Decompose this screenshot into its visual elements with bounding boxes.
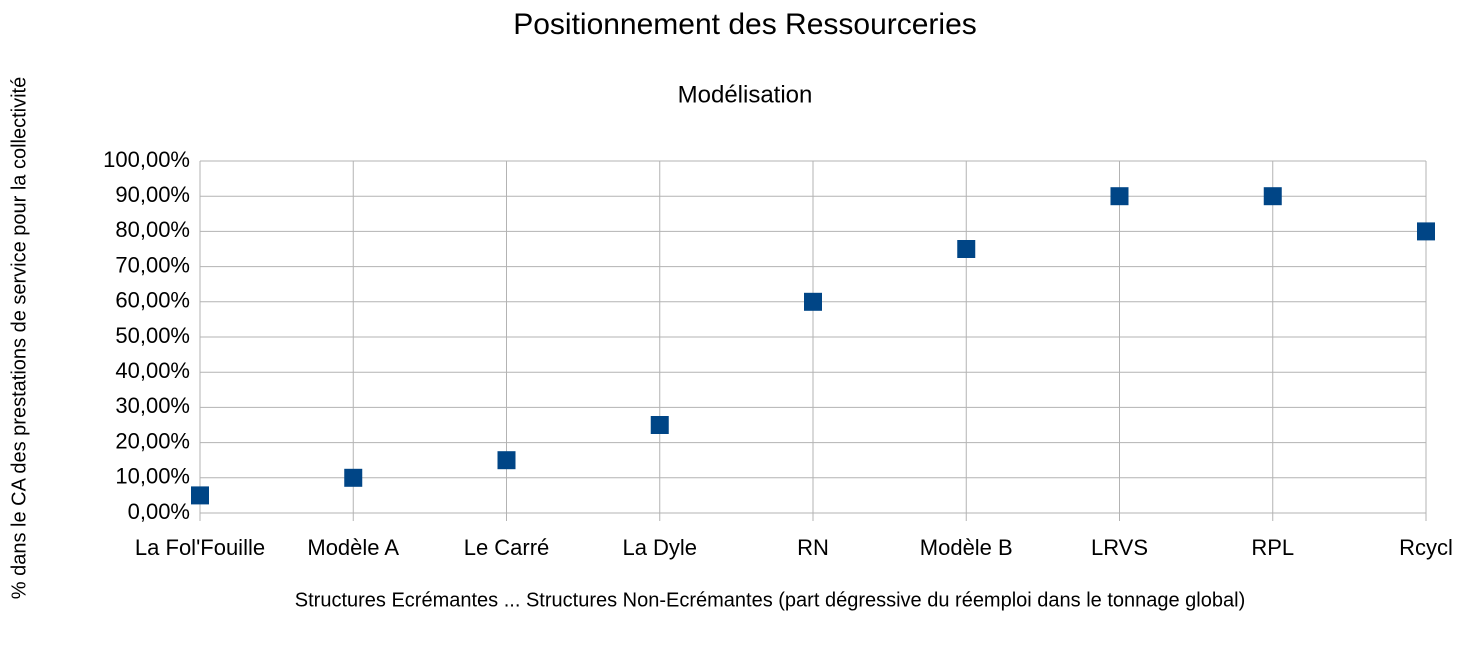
- marker: [1110, 187, 1129, 206]
- x-tick-label: LRVS: [1091, 535, 1148, 560]
- y-tick-label: 10,00%: [115, 464, 190, 489]
- x-axis-label: Structures Ecrémantes ... Structures Non…: [295, 589, 1245, 611]
- y-tick-label: 0,00%: [128, 499, 190, 524]
- marker: [1263, 187, 1282, 206]
- y-tick-label: 40,00%: [115, 358, 190, 383]
- y-tick-label: 50,00%: [115, 323, 190, 348]
- marker: [1417, 222, 1435, 241]
- chart-title: Positionnement des Ressourceries: [513, 8, 977, 41]
- marker: [344, 468, 363, 487]
- marker: [650, 416, 669, 434]
- y-tick-label: 30,00%: [115, 393, 190, 418]
- marker: [191, 486, 209, 505]
- y-tick-label: 90,00%: [115, 182, 190, 207]
- chart-subtitle: Modélisation: [678, 81, 813, 108]
- y-tick-label: 100,00%: [103, 147, 190, 172]
- x-tick-label: RN: [797, 535, 829, 560]
- marker: [957, 240, 976, 258]
- marker: [497, 451, 516, 470]
- y-tick-label: 20,00%: [115, 428, 190, 453]
- x-tick-label: Rcycl: [1399, 535, 1453, 560]
- x-tick-label: RPL: [1251, 535, 1294, 560]
- x-tick-label: Le Carré: [464, 535, 550, 560]
- y-tick-label: 80,00%: [115, 217, 190, 242]
- x-tick-label: Modèle A: [307, 535, 399, 560]
- x-tick-label: Modèle B: [920, 535, 1013, 560]
- x-tick-label: La Dyle: [622, 535, 697, 560]
- y-tick-label: 60,00%: [115, 288, 190, 313]
- y-tick-label: 70,00%: [115, 252, 190, 277]
- marker: [804, 292, 822, 311]
- y-axis-label: % dans le CA des prestations de service …: [8, 77, 30, 600]
- x-tick-label: La Fol'Fouille: [135, 535, 265, 560]
